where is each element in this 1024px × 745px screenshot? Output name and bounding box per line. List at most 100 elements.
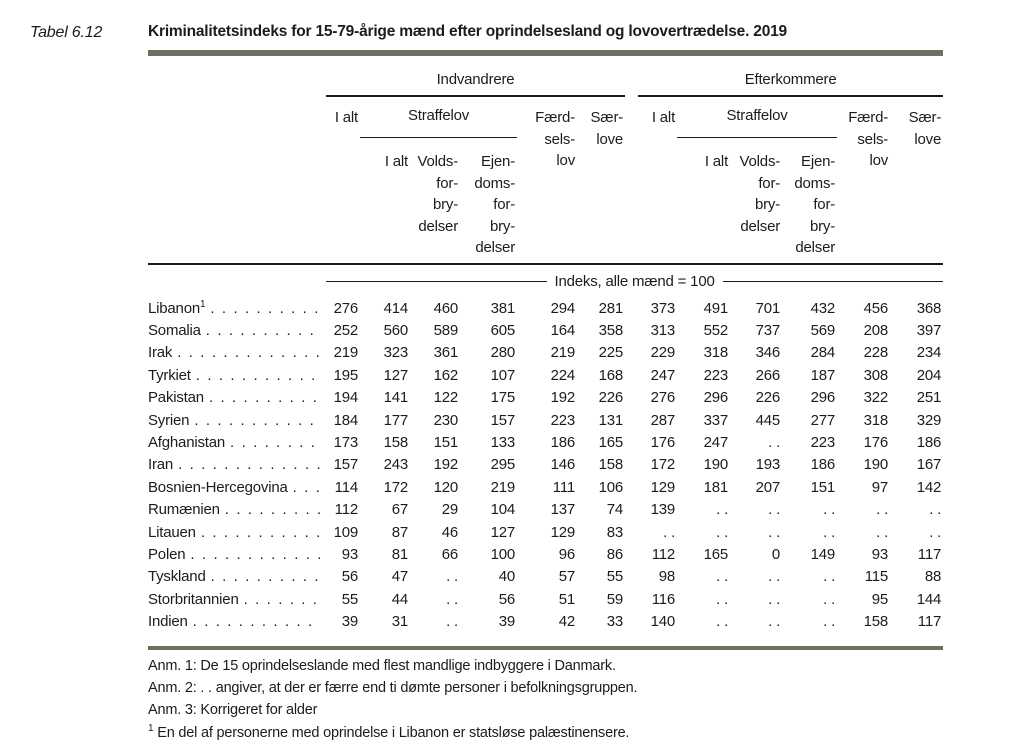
table-row: Polen 93 81 66 100 96 86 112 165 0 149 93 117 (148, 544, 943, 566)
value-cell: 194 (333, 389, 359, 407)
value-cell: 176 (650, 433, 676, 451)
straffelov-label: Straffelov (360, 97, 517, 138)
row-label: Syrien (148, 410, 326, 432)
country-name: Litauen (148, 523, 196, 541)
value-cell: . . (446, 568, 458, 586)
footnote: 1 En del af personerne med oprindelse i … (148, 722, 630, 741)
value-cell: 368 (916, 299, 942, 317)
table-row: Syrien 184 177 230 157 223 131 287 337 445 277 318 3… (148, 410, 943, 432)
table-row: Tyskland 56 47 . . 40 57 55 98 . . . . . . 115 88 (148, 566, 943, 588)
value-cell: 127 (383, 366, 409, 384)
group-header-efterkommere: Efterkommere (625, 58, 944, 97)
col-header-voldsforbrydelser-indv: Volds- for- bry- delser (417, 153, 459, 235)
crime-index-table: Indvandrere Efterkommere I alt Straffelo… (148, 58, 944, 634)
value-cell: 284 (810, 344, 836, 362)
row-label: Tyrkiet (148, 365, 326, 387)
group-label: Efterkommere (638, 58, 944, 97)
value-cell: 228 (863, 344, 889, 362)
value-cell: 51 (558, 590, 575, 608)
value-cell: 381 (490, 299, 516, 317)
value-cell: . . (768, 568, 781, 586)
value-cell: 74 (606, 501, 624, 519)
value-cell: 137 (550, 501, 576, 519)
footnotes: Anm. 1: De 15 oprindelseslande med flest… (148, 655, 948, 744)
value-cell: 186 (550, 433, 576, 451)
value-cell: 151 (433, 433, 459, 451)
footnote: Anm. 1: De 15 oprindelseslande med flest… (148, 658, 616, 674)
col-header-saerlove-efterk: Sær- love (908, 109, 942, 148)
value-cell: 158 (383, 433, 409, 451)
dot-leader (194, 410, 320, 432)
value-cell: 46 (441, 523, 458, 541)
value-cell: 172 (650, 456, 676, 474)
page-title: Kriminalitetsindeks for 15-79-årige mænd… (148, 23, 787, 40)
footnote: Anm. 2: . . angiver, at der er færre end… (148, 680, 638, 697)
value-cell: 115 (864, 568, 889, 586)
value-cell: 117 (917, 613, 942, 631)
value-cell: 318 (703, 344, 729, 362)
value-cell: 207 (755, 478, 781, 496)
value-cell: 157 (333, 456, 359, 474)
value-cell: 313 (650, 321, 676, 339)
table-row: Libanon1 276 414 460 381 294 281 373 491 701 432 45… (148, 298, 943, 320)
value-cell: 187 (810, 366, 836, 384)
value-cell: . . (768, 590, 781, 608)
col-header-ialt-indv: I alt (334, 109, 358, 126)
value-cell: 106 (598, 478, 624, 496)
value-cell: 276 (333, 299, 359, 317)
value-cell: 175 (490, 389, 516, 407)
table-row: Irak 219 323 361 280 219 225 229 318 346 284 228 234 (148, 342, 943, 364)
value-cell: 280 (490, 344, 516, 362)
value-cell: . . (823, 613, 836, 631)
value-cell: . . (716, 501, 729, 519)
table-row: Pakistan 194 141 122 175 192 226 276 296 226 296 32… (148, 387, 943, 409)
value-cell: . . (823, 523, 836, 541)
value-cell: 346 (755, 344, 781, 362)
value-cell: 294 (550, 299, 576, 317)
value-cell: 225 (598, 344, 624, 362)
value-cell: 266 (755, 366, 781, 384)
value-cell: 42 (558, 613, 575, 631)
value-cell: 491 (703, 299, 729, 317)
value-cell: 552 (703, 321, 729, 339)
dot-leader (211, 566, 320, 588)
value-cell: 308 (863, 366, 889, 384)
value-cell: 569 (810, 321, 836, 339)
value-cell: 67 (391, 501, 408, 519)
value-cell: 296 (810, 389, 836, 407)
country-name: Libanon1 (148, 298, 206, 317)
value-cell: 86 (606, 545, 624, 563)
value-cell: 96 (558, 545, 575, 563)
value-cell: 247 (650, 366, 676, 384)
country-name: Polen (148, 545, 186, 563)
value-cell: . . (768, 613, 781, 631)
dot-leader (196, 365, 320, 387)
col-header-straffelov-efterk: Straffelov (677, 97, 838, 138)
group-label: Indvandrere (326, 58, 626, 97)
table-row: Litauen 109 87 46 127 129 83 . . . . . . . . . . . . (148, 522, 943, 544)
value-cell: 57 (558, 568, 575, 586)
value-cell: 165 (703, 545, 729, 563)
value-cell: 140 (650, 613, 676, 631)
value-cell: . . (716, 523, 729, 541)
value-cell: 193 (755, 456, 781, 474)
value-cell: 55 (606, 568, 624, 586)
dot-leader (230, 432, 320, 454)
value-cell: 373 (650, 299, 676, 317)
value-cell: 114 (334, 478, 359, 496)
value-cell: 83 (606, 523, 624, 541)
value-cell: 164 (550, 321, 576, 339)
table-row: Somalia 252 560 589 605 164 358 313 552 737 569 208… (148, 320, 943, 342)
value-cell: 149 (810, 545, 836, 563)
value-cell: 141 (383, 389, 409, 407)
value-cell: . . (876, 501, 889, 519)
country-name: Somalia (148, 321, 201, 339)
row-label: Afghanistan (148, 432, 326, 454)
table-row: Storbritannien 55 44 . . 56 51 59 116 . . . . . . 9… (148, 589, 943, 611)
row-label: Rumænien (148, 499, 326, 521)
value-cell: 361 (433, 344, 459, 362)
value-cell: . . (768, 501, 781, 519)
col-header-straffelov-ialt-efterk: I alt (704, 153, 729, 170)
value-cell: 234 (916, 344, 942, 362)
value-cell: 184 (333, 411, 359, 429)
